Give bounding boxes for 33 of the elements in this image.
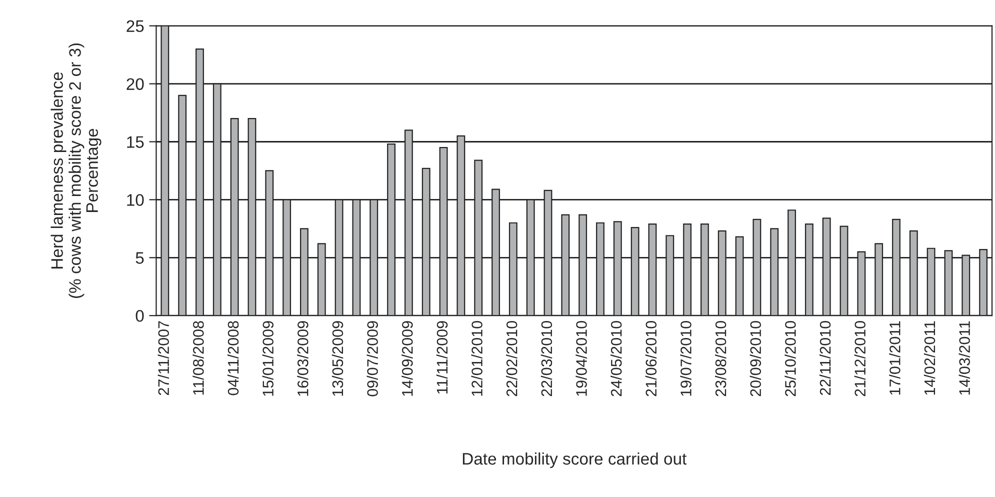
x-tick-label: 22/02/2010 <box>506 321 518 396</box>
y-tick-label: 15 <box>127 136 144 148</box>
x-tick-label: 04/11/2008 <box>227 321 239 396</box>
x-tick-label: 14/03/2011 <box>958 321 970 395</box>
y-tick-label: 10 <box>127 194 144 206</box>
x-tick-label: 15/01/2009 <box>262 321 274 396</box>
y-tick-label: 5 <box>136 252 144 264</box>
x-tick-label: 14/09/2009 <box>402 321 413 396</box>
x-tick-label: 19/07/2010 <box>680 321 692 396</box>
x-tick-label: 24/05/2010 <box>610 321 622 396</box>
x-axis-title: Date mobility score carried out <box>462 452 687 468</box>
y-tick-label: 20 <box>126 78 144 90</box>
x-tick-label: 21/12/2010 <box>854 321 866 396</box>
x-tick-label: 19/04/2010 <box>576 321 587 396</box>
x-tick-label: 22/11/2010 <box>819 321 831 396</box>
x-tick-label: 27/11/2007 <box>158 321 170 396</box>
x-tick-label: 11/08/2008 <box>192 321 204 395</box>
y-tick-label: 0 <box>136 310 144 322</box>
x-tick-label: 20/09/2010 <box>750 321 762 396</box>
x-tick-label: 13/05/2009 <box>332 321 344 396</box>
x-tick-label: 09/07/2009 <box>366 321 378 396</box>
y-axis-title: Herd lameness prevalence (% cows with mobility score 2 or 3) <box>50 43 84 298</box>
text: Percentage <box>86 128 102 212</box>
x-tick-label: 22/03/2010 <box>540 321 552 396</box>
x-tick-label: 25/10/2010 <box>784 321 796 396</box>
x-tick-label: 12/01/2010 <box>471 321 482 396</box>
x-tick-label: 11/11/2009 <box>436 321 448 394</box>
x-tick-label: 21/06/2010 <box>645 321 657 396</box>
x-tick-label: 16/03/2009 <box>297 321 308 396</box>
x-tick-label: 14/02/2011 <box>924 321 936 395</box>
x-tick-label: 23/08/2010 <box>715 321 726 396</box>
x-tick-label: 17/01/2011 <box>889 321 900 395</box>
y-tick-label: 25 <box>126 20 144 32</box>
